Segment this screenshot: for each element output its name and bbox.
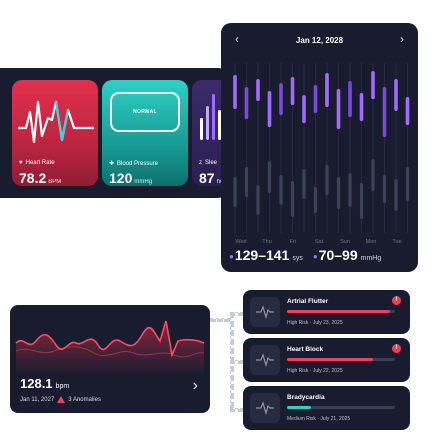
diastolic-range-bar [233,177,237,207]
heart-icon: ♥ [19,160,23,166]
chevron-right-icon[interactable]: › [400,32,404,46]
connector-line [230,312,243,316]
blood-pressure-tile[interactable]: NORMAL ✚ Blood Pressure 120 mmHg [102,80,188,186]
anomaly-meta: Medium Risk · July 21, 2025 [287,416,351,422]
alert-icon: ! [392,344,401,353]
chevron-left-icon[interactable]: ‹ [235,32,239,46]
diastolic-range-bar [325,165,329,195]
diastolic-range-bar [279,175,283,205]
anomaly-card[interactable]: Heart Block High Risk · July 22, 2025! [243,338,410,382]
systolic-range-bar [325,73,329,107]
sleep-bars-graphic [200,94,221,140]
warning-icon [57,396,66,403]
risk-bar [287,406,395,409]
anomaly-name: Artrial Flutter [287,298,329,305]
risk-bar-fill [287,406,311,409]
diastolic-range-bar [244,167,249,197]
diastolic-range-bar [394,179,398,211]
anomaly-card[interactable]: Bradycardia Medium Risk · July 21, 2025 [243,386,410,430]
diastolic-range-bar [290,181,295,217]
diastolic-range-bar [313,187,318,213]
day-label: Tue [392,239,401,245]
systolic-range-bar [359,93,364,121]
risk-bar-fill [287,310,390,313]
blood-pressure-value: 120 mmHg [109,170,153,186]
anomaly-meta: High Risk · July 23, 2025 [287,320,343,326]
sleep-label: z Slee [199,160,218,166]
systolic-range-bar [348,81,352,117]
day-label: Sun [340,239,350,245]
connector-line [210,318,230,322]
blood-pressure-label: ✚ Blood Pressure [109,160,159,168]
diastolic-range-bar [371,159,375,191]
anomaly-card[interactable]: Artrial Flutter High Risk · July 23, 2025… [243,290,410,334]
diastolic-range-bar [382,175,387,203]
ecg-waveform-graphic [15,320,205,375]
bp-status-pill: NORMAL [110,92,180,132]
diastolic-range-bar [359,183,364,219]
connector-line [230,360,243,364]
diastolic-range-bar [348,173,352,207]
zzz-icon: z [199,160,202,166]
waveform-icon [250,345,280,375]
systolic-range-bar [371,71,375,99]
day-label: Fri [290,239,296,245]
systolic-range-bar [313,85,318,113]
day-label: Thu [262,239,271,245]
day-label: Sat [315,239,324,245]
diastolic-range-bar [256,185,260,215]
bp-range-summary: ●129–141 sys ●70–99 mmHg [229,247,382,263]
waveform-icon [250,393,280,423]
anomaly-name: Bradycardia [287,394,325,401]
vitals-card: ♥ Heart Rate 78.2 BPM NORMAL ✚ Blood Pres… [0,68,252,198]
anomaly-name: Heart Block [287,346,324,353]
diastolic-range-bar [302,169,306,199]
systolic-range-bar [336,89,341,129]
ecg-bpm-value: 128.1 bpm [20,376,70,391]
systolic-range-bar [256,79,260,101]
connector-line [230,408,243,412]
bp-calendar-card: ‹ Jan 12, 2028 › Wed Thu Fri Sat Sun Mon Tue ●… [221,23,418,272]
systolic-range-bar [382,87,387,137]
bp-status-text: NORMAL [133,109,157,115]
bp-range-plot: Wed Thu Fri Sat Sun Mon Tue [233,63,410,245]
ecg-card[interactable]: 128.1 bpm Jan 11, 2027 3 Anomalies › [10,305,210,413]
day-label: Wed [235,239,246,245]
heart-rate-label: ♥ Heart Rate [19,160,55,166]
systolic-range-bar [267,91,272,127]
anomaly-meta: High Risk · July 22, 2025 [287,368,343,374]
systolic-range-bar [302,95,306,123]
ecg-meta: Jan 11, 2027 3 Anomalies [20,396,101,403]
systolic-range-bar [405,97,410,125]
plus-icon: ✚ [109,161,115,167]
alert-icon: ! [392,296,401,305]
sleep-value: 87 hc [199,170,223,186]
diastolic-dot: ● [312,251,318,261]
systolic-range-bar [244,87,249,119]
calendar-date: Jan 12, 2028 [295,36,344,45]
chevron-right-icon[interactable]: › [192,377,198,394]
systolic-range-bar [394,79,398,111]
day-label: Mon [366,239,377,245]
diastolic-range-bar [405,167,410,201]
diastolic-range-bar [267,161,272,193]
diastolic-range-bar [336,177,341,209]
heart-waveform-graphic [18,100,94,144]
risk-bar-fill [287,358,374,361]
risk-bar [287,310,395,313]
heart-rate-tile[interactable]: ♥ Heart Rate 78.2 BPM [12,80,98,186]
systolic-range-bar [290,77,295,105]
heart-rate-value: 78.2 BPM [19,170,62,186]
systolic-range-bar [233,75,237,109]
waveform-icon [250,297,280,327]
systolic-dot: ● [229,251,234,261]
risk-bar [287,358,395,361]
calendar-header: ‹ Jan 12, 2028 › [221,23,418,57]
systolic-range-bar [279,83,283,115]
